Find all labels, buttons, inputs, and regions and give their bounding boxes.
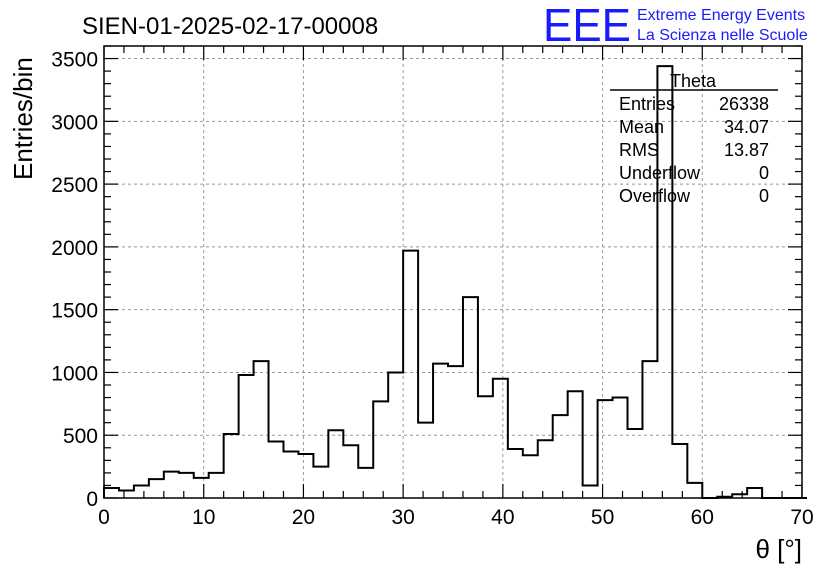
- histogram-bin: [463, 297, 478, 498]
- logo-mark: EEE: [543, 0, 631, 51]
- histogram-bin: [343, 445, 358, 498]
- stats-label-entries: Entries: [619, 94, 675, 114]
- histogram-bin: [149, 479, 164, 498]
- histogram-bin: [613, 398, 628, 498]
- stats-value-rms: 13.87: [724, 140, 769, 160]
- histogram-bin: [403, 251, 418, 498]
- histogram-bin: [418, 423, 433, 498]
- histogram-bin: [283, 452, 298, 498]
- x-tick-label: 50: [591, 506, 614, 529]
- histogram-bin: [628, 429, 643, 498]
- chart-title: SIEN-01-2025-02-17-00008: [82, 13, 378, 40]
- histogram-bin: [433, 364, 448, 498]
- histogram-bin: [373, 401, 388, 498]
- eee-logo: EEE Extreme Energy Events La Scienza nel…: [543, 0, 808, 51]
- x-tick-label: 30: [391, 506, 414, 529]
- histogram-bin: [508, 449, 523, 498]
- histogram-bin: [254, 361, 269, 498]
- histogram-bin: [523, 455, 538, 498]
- y-tick-label: 2000: [51, 237, 98, 260]
- histogram-bin: [568, 391, 583, 498]
- histogram-bin: [134, 485, 149, 498]
- histogram-outline: [103, 65, 807, 499]
- plot-frame: [103, 45, 803, 499]
- x-tick-labels: 0 10 20 30 40 50 60 70: [98, 506, 814, 529]
- histogram-bin: [209, 473, 224, 498]
- histogram-bars: [103, 65, 807, 499]
- histogram-bin: [104, 488, 119, 498]
- histogram-bin: [583, 485, 598, 498]
- histogram-bin: [269, 442, 284, 499]
- histogram-bin: [224, 434, 239, 498]
- stats-label-overflow: Overflow: [619, 186, 691, 206]
- y-axis-label: Entries/bin: [8, 57, 38, 180]
- histogram-bin: [747, 488, 762, 498]
- histogram-bin: [239, 375, 254, 498]
- histogram-bin: [328, 430, 343, 498]
- histogram-bin: [553, 415, 568, 498]
- histogram-bin: [119, 490, 134, 498]
- histogram-bin: [598, 400, 613, 498]
- histogram-bin: [642, 361, 657, 498]
- x-tick-label: 20: [292, 506, 315, 529]
- stats-value-mean: 34.07: [724, 117, 769, 137]
- x-axis-label: θ [°]: [755, 534, 802, 564]
- x-tick-label: 40: [491, 506, 514, 529]
- stats-label-mean: Mean: [619, 117, 664, 137]
- x-tick-label: 60: [691, 506, 714, 529]
- y-tick-label: 500: [63, 425, 98, 448]
- x-tick-label: 10: [192, 506, 215, 529]
- histogram-bin: [358, 468, 373, 498]
- histogram-bin: [538, 440, 553, 498]
- histogram-bin: [313, 467, 328, 498]
- x-tick-label: 0: [98, 506, 110, 529]
- stats-title: Theta: [670, 71, 717, 91]
- stats-value-entries: 26338: [719, 94, 769, 114]
- y-tick-label: 3000: [51, 111, 98, 134]
- histogram-bin: [448, 366, 463, 498]
- logo-line1: Extreme Energy Events: [637, 7, 805, 24]
- x-tick-label: 70: [790, 506, 813, 529]
- histogram-bin: [298, 454, 313, 498]
- stats-box: Theta Entries 26338 Mean 34.07 RMS 13.87…: [610, 71, 778, 206]
- logo-line2: La Scienza nelle Scuole: [637, 27, 808, 44]
- histogram-bin: [194, 478, 209, 498]
- y-tick-label: 0: [86, 488, 98, 511]
- histogram-bin: [179, 473, 194, 498]
- stats-label-rms: RMS: [619, 140, 659, 160]
- histogram-bin: [672, 444, 687, 498]
- y-tick-label: 1000: [51, 362, 98, 385]
- histogram-bin: [164, 472, 179, 498]
- stats-label-underflow: Underflow: [619, 163, 701, 183]
- histogram-bin: [493, 379, 508, 498]
- stats-value-overflow: 0: [759, 186, 769, 206]
- grid-lines: [104, 46, 802, 498]
- y-tick-label: 3500: [51, 49, 98, 72]
- stats-value-underflow: 0: [759, 163, 769, 183]
- axis-ticks: [103, 45, 803, 499]
- y-tick-label: 1500: [51, 300, 98, 323]
- histogram-bin: [687, 483, 702, 498]
- y-tick-labels: 0 500 1000 1500 2000 2500 3000 3500: [51, 49, 98, 511]
- histogram-bin: [478, 396, 493, 498]
- y-tick-label: 2500: [51, 174, 98, 197]
